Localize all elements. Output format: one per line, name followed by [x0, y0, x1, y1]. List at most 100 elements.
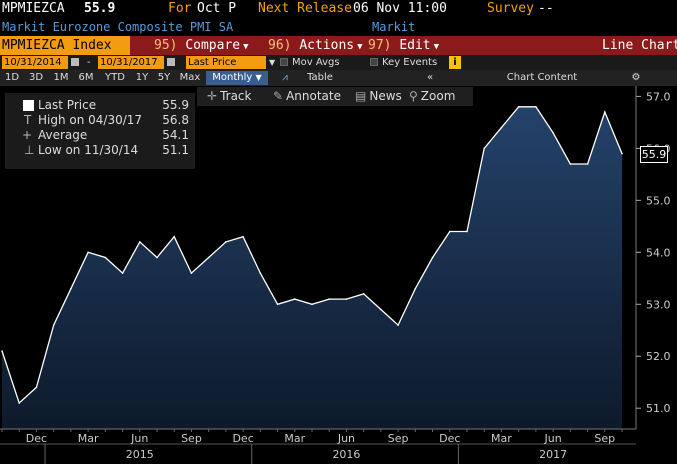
- zoom-button[interactable]: ⚲ Zoom: [409, 89, 455, 103]
- period-1d[interactable]: 1D: [4, 72, 20, 83]
- data-point: [139, 241, 141, 243]
- legend-average: + Average 54.1: [5, 128, 195, 143]
- x-year-label: 2015: [126, 448, 154, 461]
- area-fill: [2, 106, 622, 430]
- description-row: Markit Eurozone Composite PMI SA Markit: [0, 18, 677, 36]
- y-tick-label: 54.0: [646, 246, 671, 259]
- data-source: Markit: [372, 20, 416, 34]
- data-point: [156, 256, 158, 259]
- period-1m[interactable]: 1M: [53, 72, 69, 83]
- zoom-label: Zoom: [420, 89, 456, 103]
- chevron-down-icon[interactable]: ▼: [269, 58, 276, 67]
- data-point: [500, 126, 503, 129]
- pencil-icon: ✎: [273, 89, 284, 103]
- x-tick-label: Sep: [594, 432, 615, 445]
- calendar-icon[interactable]: [167, 58, 175, 66]
- legend-label: Average: [38, 128, 88, 142]
- y-tick-label: 53.0: [646, 298, 671, 311]
- legend-label: High on 04/30/17: [38, 113, 143, 127]
- legend-value: 55.9: [162, 98, 189, 112]
- period-max[interactable]: Max: [179, 72, 201, 83]
- chevron-down-icon: ▼: [357, 42, 363, 52]
- survey-label: Survey: [487, 1, 534, 16]
- news-button[interactable]: ▤ News: [355, 89, 402, 103]
- edit-menu[interactable]: 97) Edit ▼: [368, 36, 439, 55]
- period-ytd[interactable]: YTD: [105, 72, 125, 83]
- gear-icon[interactable]: ⚙: [631, 72, 641, 83]
- data-point: [52, 324, 55, 326]
- compare-label: Compare: [185, 38, 241, 53]
- data-point: [586, 163, 589, 165]
- x-year-label: 2016: [332, 448, 360, 461]
- data-point: [414, 287, 417, 290]
- chart-type-label[interactable]: Line Chart: [602, 38, 677, 53]
- data-point: [431, 256, 434, 259]
- y-tick-label: 51.0: [646, 402, 671, 415]
- data-point: [345, 298, 348, 300]
- actions-num: 96): [268, 38, 292, 53]
- mov-avgs-label: Mov Avgs: [292, 57, 340, 68]
- info-icon[interactable]: i: [449, 56, 461, 69]
- legend-value: 51.1: [162, 143, 189, 157]
- y-tick-label: 57.0: [646, 90, 671, 103]
- start-date-field[interactable]: 10/31/2014: [2, 56, 68, 69]
- high-marker-icon: T: [24, 113, 32, 127]
- data-point: [173, 235, 175, 238]
- date-range-dash: -: [87, 57, 91, 68]
- news-label: News: [369, 89, 402, 103]
- legend-label: Low on 11/30/14: [38, 143, 139, 157]
- pmi-chart[interactable]: 51.052.053.054.055.056.057.0 DecMarJunSe…: [0, 86, 677, 464]
- data-point: [294, 298, 296, 300]
- ticker[interactable]: MPMIEZCA: [2, 1, 65, 16]
- key-events-checkbox[interactable]: [370, 58, 378, 66]
- data-point: [621, 152, 623, 155]
- x-tick-label: Sep: [388, 432, 409, 445]
- chart-content-button[interactable]: Chart Content: [506, 72, 578, 83]
- mov-avgs-checkbox[interactable]: [280, 58, 288, 66]
- collapse-icon[interactable]: «: [426, 72, 434, 83]
- next-release-label: Next Release: [258, 1, 352, 16]
- period-3d[interactable]: 3D: [28, 72, 44, 83]
- actions-menu[interactable]: 96) Actions ▼: [268, 36, 363, 55]
- x-tick-label: Jun: [130, 432, 148, 445]
- x-axis-band: [0, 429, 677, 464]
- annotate-button[interactable]: ✎ Annotate: [273, 89, 341, 103]
- data-point: [1, 350, 3, 352]
- crosshair-icon: ✛: [207, 89, 218, 103]
- x-tick-label: Jun: [337, 432, 355, 445]
- line-chart-icon[interactable]: ⩘: [282, 72, 288, 83]
- x-tick-label: Dec: [232, 432, 253, 445]
- x-tick-label: Mar: [491, 432, 512, 445]
- data-point: [276, 303, 279, 306]
- average-marker-icon: +: [22, 128, 33, 142]
- end-date-field[interactable]: 10/31/2017: [98, 56, 164, 69]
- survey-value: --: [538, 1, 554, 16]
- data-point: [397, 324, 399, 326]
- low-marker-icon: ⊥: [24, 143, 35, 157]
- data-point: [207, 256, 210, 259]
- security-field[interactable]: MPMIEZCA Index: [0, 36, 130, 55]
- data-point: [87, 251, 89, 254]
- data-point: [535, 106, 537, 108]
- legend-swatch: [23, 100, 34, 111]
- data-point: [35, 386, 38, 389]
- legend: Last Price 55.9 T High on 04/30/17 56.8 …: [5, 93, 195, 169]
- data-point: [311, 303, 313, 306]
- news-icon: ▤: [355, 89, 367, 103]
- last-value: 55.9: [84, 1, 116, 16]
- search-icon: ⚲: [409, 89, 418, 103]
- actions-label: Actions: [299, 38, 355, 53]
- next-release-value: 06 Nov 11:00: [353, 1, 447, 16]
- period-5y[interactable]: 5Y: [157, 72, 171, 83]
- frequency-select[interactable]: Monthly ▼: [206, 71, 268, 85]
- x-tick-label: Dec: [439, 432, 460, 445]
- track-button[interactable]: ✛ Track: [207, 89, 251, 103]
- period-1y[interactable]: 1Y: [135, 72, 149, 83]
- period-6m[interactable]: 6M: [78, 72, 94, 83]
- field-select[interactable]: Last Price: [186, 56, 266, 69]
- data-point: [466, 230, 468, 233]
- x-year-label: 2017: [539, 448, 567, 461]
- calendar-icon[interactable]: [71, 58, 79, 66]
- compare-menu[interactable]: 95) Compare ▼: [154, 36, 249, 55]
- table-button[interactable]: Table: [307, 72, 333, 83]
